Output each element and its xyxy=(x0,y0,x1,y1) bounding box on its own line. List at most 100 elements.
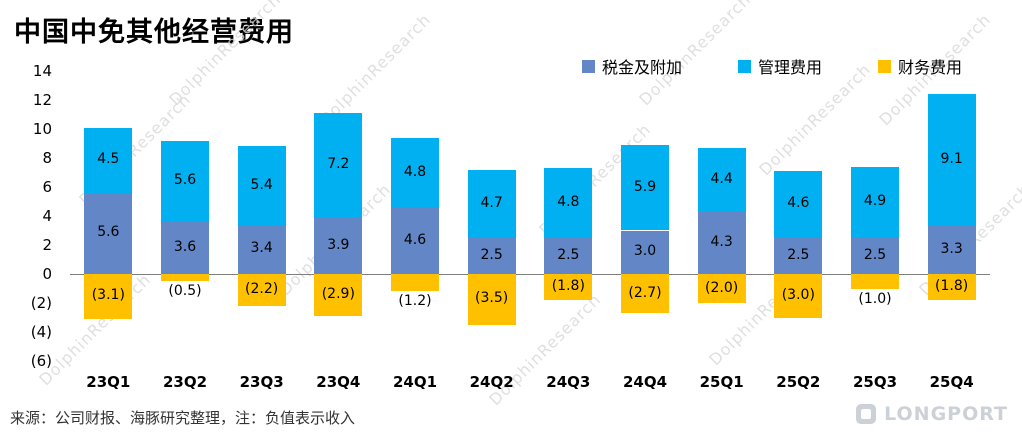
x-tick-label: 24Q2 xyxy=(469,373,514,391)
longport-logo: LONGPORT xyxy=(856,403,1008,425)
bar-segment-tax-label: 2.5 xyxy=(480,246,503,263)
bar-segment-tax-label: 3.0 xyxy=(633,243,657,260)
bar-segment-admin xyxy=(774,171,823,238)
bar-segment-admin-label: 4.6 xyxy=(787,195,810,212)
bar-segment-admin-label: 4.8 xyxy=(557,193,580,210)
bar-segment-finance-label: (2.9) xyxy=(321,286,355,303)
bar-segment-tax xyxy=(774,237,823,274)
bar-segment-admin-label: 5.9 xyxy=(633,178,657,195)
legend-label-admin: 管理费用 xyxy=(757,58,822,77)
bar-segment-finance-label: (3.5) xyxy=(475,290,509,307)
bar-segment-finance xyxy=(621,274,669,314)
legend-swatch-admin-icon xyxy=(737,59,751,73)
legend-label-tax: 税金及附加 xyxy=(601,58,682,77)
bar-segment-admin xyxy=(621,144,669,231)
bar-segment-finance xyxy=(697,274,746,303)
zero-axis-line xyxy=(70,274,990,275)
bar-segment-admin-label: 9.1 xyxy=(940,151,963,168)
bar-segment-tax xyxy=(697,211,746,274)
bar-segment-finance xyxy=(544,274,593,301)
bar-segment-tax-label: 4.6 xyxy=(403,231,427,248)
bar-segment-admin-label: 4.9 xyxy=(863,193,887,210)
x-tick-label: 24Q4 xyxy=(622,373,668,391)
y-tick-label: 14 xyxy=(32,62,52,80)
bar-segment-tax-label: 4.3 xyxy=(710,233,733,250)
bar-segment-tax xyxy=(467,237,516,274)
bar-segment-admin xyxy=(84,127,133,193)
y-tick-label: (4) xyxy=(30,323,52,341)
x-tick-label: 23Q4 xyxy=(316,373,361,391)
bar-segment-finance xyxy=(774,274,823,318)
bar-segment-finance-label: (3.0) xyxy=(781,286,815,303)
bar-segment-tax-label: 2.5 xyxy=(557,246,580,263)
x-tick-label: 23Q1 xyxy=(86,373,131,391)
bar-segment-tax xyxy=(851,237,899,274)
bar-segment-admin-label: 4.5 xyxy=(97,151,120,168)
bar-segment-admin xyxy=(697,147,746,212)
bar-segment-finance xyxy=(237,274,286,306)
bar-segment-admin xyxy=(314,113,363,218)
bar-segment-tax-label: 3.9 xyxy=(327,236,350,253)
x-tick-label: 23Q2 xyxy=(162,373,208,391)
x-tick-label: 25Q4 xyxy=(929,373,974,391)
bar-segment-admin-label: 4.4 xyxy=(710,170,733,187)
x-tick-label: 25Q2 xyxy=(776,373,821,391)
bar-segment-tax-label: 2.5 xyxy=(787,246,810,263)
y-tick-label: 12 xyxy=(32,91,52,109)
legend-swatch-finance-icon xyxy=(877,59,891,73)
bar-segment-finance xyxy=(161,274,209,282)
y-tick-label: 8 xyxy=(42,149,52,167)
longport-logo-text: LONGPORT xyxy=(884,403,1008,425)
bar-segment-tax-label: 3.6 xyxy=(173,238,197,255)
y-tick-label: 6 xyxy=(42,178,52,196)
y-tick-label: 0 xyxy=(42,265,52,283)
bar-segment-finance-label: (2.7) xyxy=(628,284,662,301)
x-tick-label: 24Q1 xyxy=(392,373,438,391)
bar-segment-tax xyxy=(391,207,439,274)
x-tick-label: 24Q3 xyxy=(546,373,591,391)
bar-segment-finance-label: (1.2) xyxy=(398,293,432,310)
bar-segment-tax-label: 2.5 xyxy=(863,246,887,263)
x-tick-label: 25Q1 xyxy=(699,373,744,391)
y-tick-label: 2 xyxy=(42,236,52,254)
bar-segment-finance xyxy=(467,274,516,325)
bar-segment-finance xyxy=(391,274,439,292)
bar-segment-admin xyxy=(851,166,899,238)
y-axis: 14 12 10 8 6 4 2 0 (2) (4) (6) xyxy=(8,62,52,370)
bar-segment-admin xyxy=(927,94,976,227)
bar-segment-finance-label: (0.5) xyxy=(168,283,202,300)
x-axis: 23Q1 23Q2 23Q3 23Q4 24Q1 24Q2 24Q3 24Q4 25Q1 25Q2… xyxy=(70,373,990,393)
bar-segment-tax xyxy=(161,221,209,274)
bar-segment-admin-label: 5.4 xyxy=(250,176,273,193)
bar-segment-admin-label: 4.8 xyxy=(403,163,427,180)
x-tick-label: 25Q3 xyxy=(852,373,898,391)
bar-segment-tax-label: 3.3 xyxy=(940,241,963,258)
bar-segment-admin-label: 7.2 xyxy=(327,156,350,173)
bar-segment-finance xyxy=(84,274,133,319)
bar-segment-admin-label: 4.7 xyxy=(480,194,503,211)
bar-segment-tax xyxy=(237,224,286,274)
bar-segment-admin xyxy=(237,146,286,225)
legend-swatch-tax-icon xyxy=(581,59,595,73)
bar-segment-admin xyxy=(161,140,209,222)
bar-segment-admin-label: 5.6 xyxy=(173,172,197,189)
bar-segment-tax xyxy=(314,217,363,274)
bar-segment-tax-label: 3.4 xyxy=(250,240,273,257)
bar-segment-tax-label: 5.6 xyxy=(97,224,120,241)
bar-segment-tax xyxy=(544,237,593,274)
bar-segment-admin xyxy=(544,168,593,238)
bar-segment-finance-label: (1.8) xyxy=(551,278,585,295)
legend: 税金及附加 管理费用 财务费用 xyxy=(581,54,962,78)
bar-segment-finance xyxy=(927,274,976,301)
x-tick-label: 23Q3 xyxy=(239,373,284,391)
bar-segment-tax xyxy=(84,192,133,274)
y-tick-label: (6) xyxy=(30,352,52,370)
bar-segment-admin xyxy=(391,137,439,208)
bar-segment-finance xyxy=(851,274,899,289)
legend-item-admin: 管理费用 xyxy=(737,54,822,78)
bar-segment-finance-label: (1.8) xyxy=(935,278,969,295)
bar-segment-tax xyxy=(621,230,669,274)
y-tick-label: (2) xyxy=(30,294,52,312)
longport-logo-icon xyxy=(856,404,877,424)
